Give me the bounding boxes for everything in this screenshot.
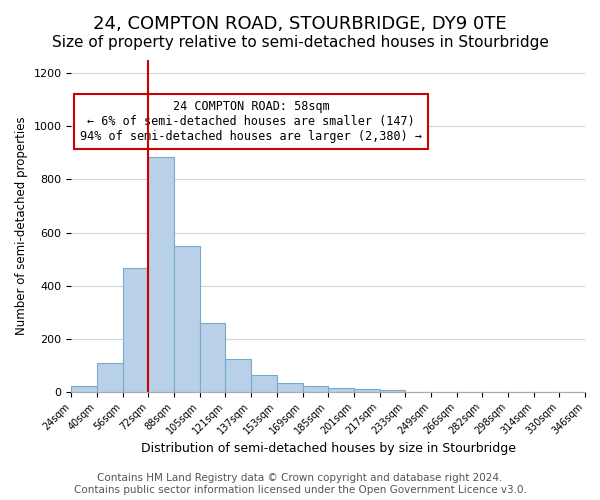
Bar	[302, 386, 328, 392]
Text: Size of property relative to semi-detached houses in Stourbridge: Size of property relative to semi-detach…	[52, 35, 548, 50]
Bar	[200, 323, 226, 392]
Bar	[71, 386, 97, 392]
Bar	[174, 246, 200, 392]
Text: Contains HM Land Registry data © Crown copyright and database right 2024.
Contai: Contains HM Land Registry data © Crown c…	[74, 474, 526, 495]
Bar	[277, 382, 302, 392]
Bar	[354, 389, 380, 392]
Bar	[380, 390, 405, 392]
Bar	[226, 358, 251, 392]
Bar	[251, 376, 277, 392]
Bar	[148, 157, 174, 392]
Text: 24 COMPTON ROAD: 58sqm
← 6% of semi-detached houses are smaller (147)
94% of sem: 24 COMPTON ROAD: 58sqm ← 6% of semi-deta…	[80, 100, 422, 143]
Text: 24, COMPTON ROAD, STOURBRIDGE, DY9 0TE: 24, COMPTON ROAD, STOURBRIDGE, DY9 0TE	[93, 15, 507, 33]
Bar	[97, 362, 123, 392]
Bar	[123, 268, 148, 392]
Bar	[328, 388, 354, 392]
Y-axis label: Number of semi-detached properties: Number of semi-detached properties	[15, 116, 28, 335]
X-axis label: Distribution of semi-detached houses by size in Stourbridge: Distribution of semi-detached houses by …	[141, 442, 516, 455]
